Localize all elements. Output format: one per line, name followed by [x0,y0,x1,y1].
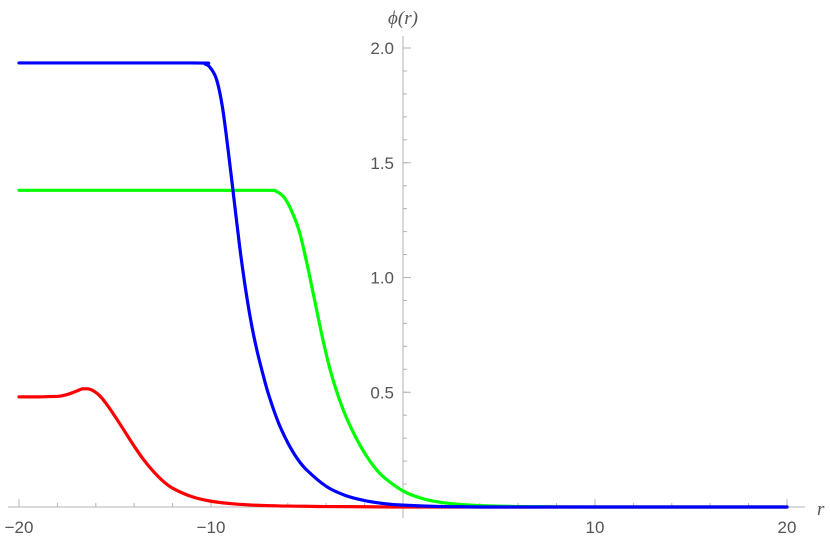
major-ticks [18,47,788,507]
tick-labels: −20 −10 10 20 0.5 1.0 1.5 2.0 [5,39,797,537]
y-axis-label: ϕ(r) [388,8,418,29]
curves [17,61,789,509]
y-tick-label: 1.5 [370,154,394,173]
series-green-curve [17,188,789,509]
x-tick-label: 20 [778,518,797,537]
x-tick-label: 10 [586,518,605,537]
x-tick-label: −10 [197,518,226,537]
y-tick-label: 0.5 [370,383,394,402]
series-blue-curve [17,61,789,509]
y-tick-label: 1.0 [370,269,394,288]
x-tick-label: −20 [5,518,34,537]
y-tick-label: 2.0 [370,39,394,58]
series-red-curve [17,387,789,509]
x-axis-label: r [817,499,825,520]
